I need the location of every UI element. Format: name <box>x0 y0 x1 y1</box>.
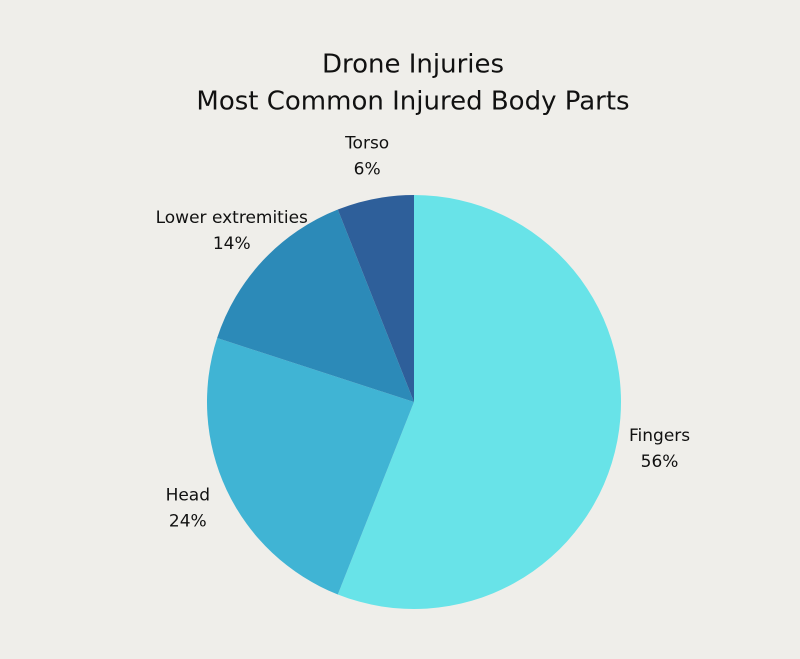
slice-value: 56% <box>641 452 679 472</box>
pie-slice <box>206 338 414 595</box>
chart-title: Drone Injuries <box>322 50 504 80</box>
slice-value: 24% <box>169 511 207 531</box>
slice-label: Head <box>166 485 210 505</box>
slice-label: Fingers <box>629 426 690 446</box>
slice-value: 14% <box>213 234 251 254</box>
pie-slice <box>337 195 622 610</box>
slice-label: Torso <box>344 133 389 153</box>
pie-slice <box>337 195 414 402</box>
slice-label: Lower extremities <box>156 208 308 228</box>
chart-subtitle: Most Common Injured Body Parts <box>196 87 629 117</box>
pie-slice <box>217 209 414 402</box>
slice-value: 6% <box>354 159 381 179</box>
